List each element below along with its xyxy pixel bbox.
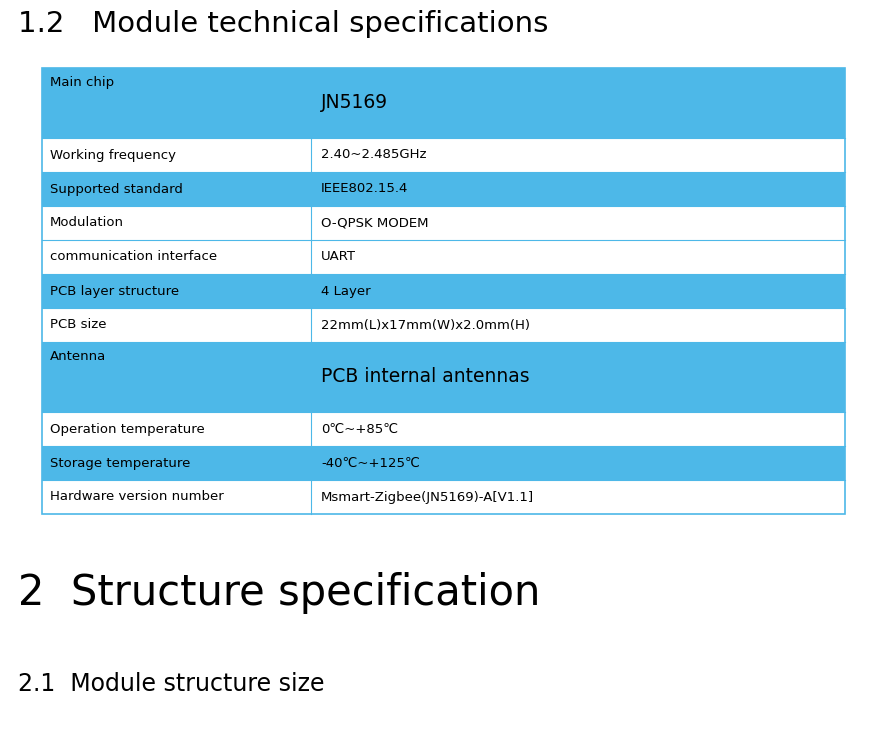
Bar	[42, 68, 845, 138]
Text: 4 Layer: 4 Layer	[321, 285, 371, 297]
Text: 2.40~2.485GHz: 2.40~2.485GHz	[321, 148, 426, 161]
Text: Hardware version number: Hardware version number	[50, 490, 224, 504]
Text: UART: UART	[321, 250, 356, 264]
Text: communication interface: communication interface	[50, 250, 217, 264]
Text: Antenna: Antenna	[50, 350, 106, 363]
Text: PCB size: PCB size	[50, 319, 106, 332]
Text: Supported standard: Supported standard	[50, 183, 183, 195]
Text: PCB layer structure: PCB layer structure	[50, 285, 179, 297]
Text: Working frequency: Working frequency	[50, 148, 176, 161]
Bar	[42, 206, 845, 240]
Text: JN5169: JN5169	[321, 93, 389, 112]
Text: PCB internal antennas: PCB internal antennas	[321, 368, 530, 387]
Bar	[42, 308, 845, 342]
Text: Main chip: Main chip	[50, 76, 114, 89]
Text: Storage temperature: Storage temperature	[50, 457, 190, 470]
Bar	[42, 240, 845, 274]
Text: 2  Structure specification: 2 Structure specification	[18, 572, 540, 614]
Text: 1.2   Module technical specifications: 1.2 Module technical specifications	[18, 10, 548, 38]
Text: Operation temperature: Operation temperature	[50, 423, 204, 435]
Bar	[42, 480, 845, 514]
Text: Msmart-Zigbee(JN5169)-A[V1.1]: Msmart-Zigbee(JN5169)-A[V1.1]	[321, 490, 534, 504]
Text: Modulation: Modulation	[50, 217, 124, 230]
Text: 22mm(L)x17mm(W)x2.0mm(H): 22mm(L)x17mm(W)x2.0mm(H)	[321, 319, 530, 332]
Bar	[42, 274, 845, 308]
Text: IEEE802.15.4: IEEE802.15.4	[321, 183, 409, 195]
Bar	[42, 138, 845, 172]
Bar	[42, 68, 845, 514]
Text: O-QPSK MODEM: O-QPSK MODEM	[321, 217, 429, 230]
Text: -40℃~+125℃: -40℃~+125℃	[321, 457, 420, 470]
Text: 2.1  Module structure size: 2.1 Module structure size	[18, 672, 324, 696]
Bar	[42, 172, 845, 206]
Text: 0℃~+85℃: 0℃~+85℃	[321, 423, 398, 435]
Bar	[42, 446, 845, 480]
Bar	[42, 412, 845, 446]
Bar	[42, 342, 845, 412]
